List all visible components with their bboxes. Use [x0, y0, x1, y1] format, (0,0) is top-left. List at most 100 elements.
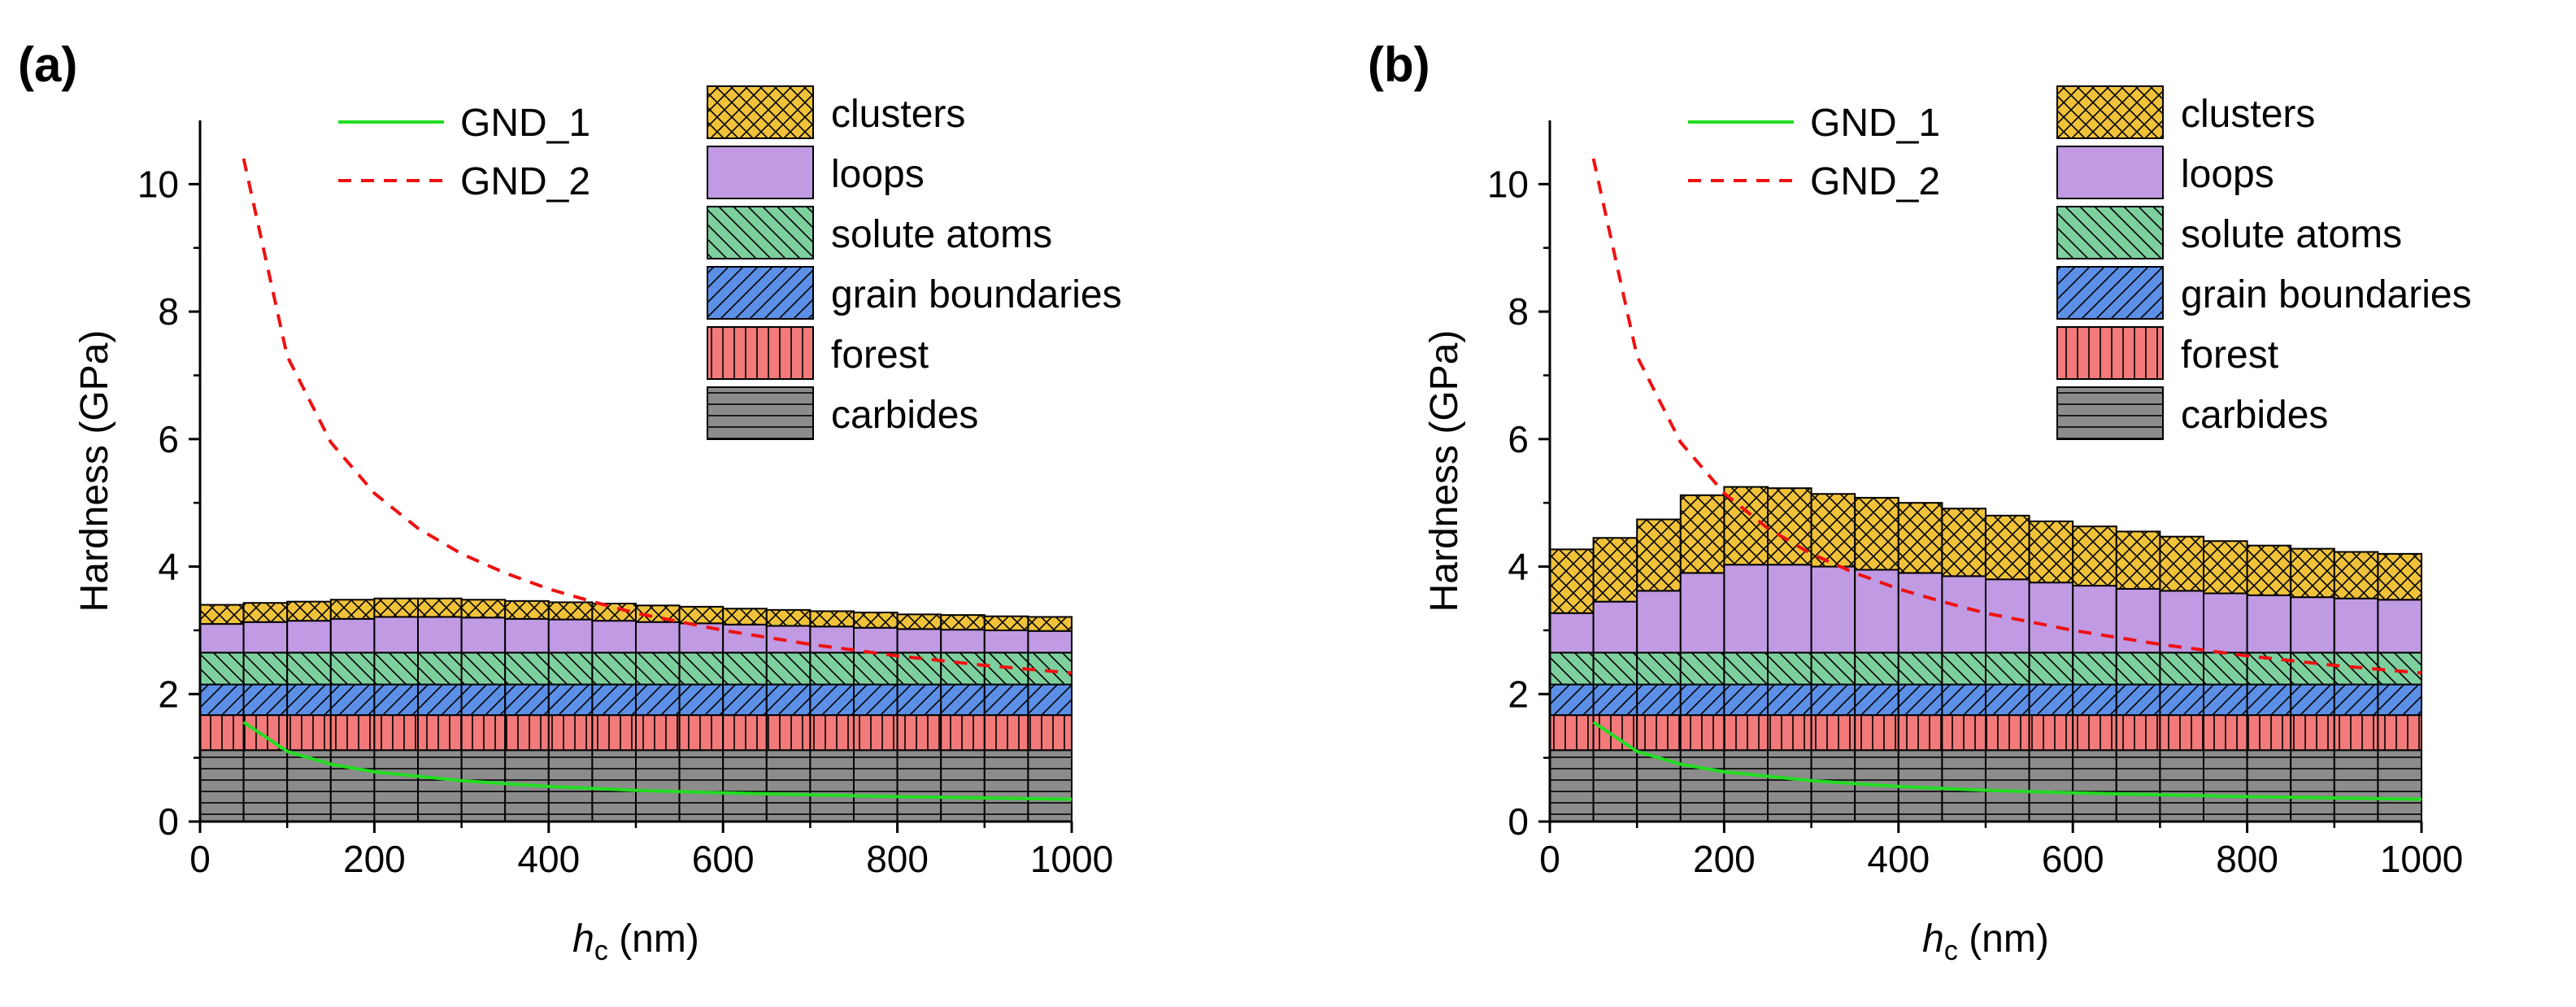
legend-label-clusters: clusters — [2181, 93, 2315, 136]
bar-forest — [1810, 714, 1856, 752]
y-tick-label: 10 — [1487, 163, 1529, 205]
bar-solute-atoms — [329, 652, 376, 686]
bar-carbides — [1549, 749, 1595, 822]
x-axis-title: hc (nm) — [1922, 918, 2049, 966]
x-axis-title: hc (nm) — [572, 918, 699, 966]
bar-clusters — [722, 608, 768, 626]
bar-grain-boundaries — [2246, 683, 2292, 717]
x-tick-label: 400 — [1867, 838, 1930, 880]
panel-label: (b) — [1368, 37, 1430, 92]
y-tick-label: 8 — [1508, 290, 1529, 333]
bar-loops — [329, 617, 376, 654]
bar-grain-boundaries — [2377, 683, 2422, 717]
bar-grain-boundaries — [1941, 683, 1986, 717]
bar-grain-boundaries — [2115, 683, 2161, 717]
bar-solute-atoms — [2377, 652, 2422, 686]
bar-forest — [940, 714, 986, 752]
bar-carbides — [1985, 749, 2030, 822]
bar-forest — [2159, 714, 2204, 752]
bar-grain-boundaries — [678, 683, 724, 717]
bar-grain-boundaries — [1985, 683, 2030, 717]
bar-forest — [591, 714, 637, 752]
bar-clusters — [678, 605, 724, 625]
bar-solute-atoms — [199, 652, 245, 686]
x-tick-label: 1000 — [1030, 838, 1113, 880]
bar-clusters — [1549, 548, 1595, 614]
bar-grain-boundaries — [896, 683, 942, 717]
bar-clusters — [983, 615, 1029, 631]
bar-loops — [2377, 599, 2422, 654]
bar-carbides — [2203, 749, 2248, 822]
bar-grain-boundaries — [286, 683, 332, 717]
bar-carbides — [591, 749, 637, 822]
bar-clusters — [2028, 520, 2074, 584]
bar-loops — [1723, 564, 1769, 654]
legend-label-gnd-1: GND_1 — [460, 102, 590, 145]
bar-loops — [1592, 600, 1638, 654]
legend-swatch-clusters — [707, 85, 814, 139]
bar-grain-boundaries — [635, 683, 681, 717]
bar-loops — [373, 616, 419, 654]
bar-forest — [1985, 714, 2030, 752]
bar-solute-atoms — [1636, 652, 1682, 686]
bar-carbides — [1723, 749, 1769, 822]
bar-carbides — [199, 749, 245, 822]
bar-grain-boundaries — [1679, 683, 1725, 717]
bar-grain-boundaries — [1636, 683, 1682, 717]
bar-forest — [1897, 714, 1943, 752]
x-tick-label: 1000 — [2380, 838, 2463, 880]
legend-swatch-solute-atoms — [2056, 206, 2164, 259]
bar-loops — [2333, 597, 2379, 654]
bar-clusters — [2333, 551, 2379, 599]
bar-grain-boundaries — [1810, 683, 1856, 717]
bar-loops — [2290, 596, 2335, 654]
bar-grain-boundaries — [809, 683, 855, 717]
x-tick-label: 600 — [2042, 838, 2104, 880]
bar-clusters — [1027, 616, 1073, 632]
x-tick-label: 0 — [1539, 838, 1560, 880]
bar-grain-boundaries — [722, 683, 768, 717]
bar-carbides — [460, 749, 507, 822]
legend-label-carbides: carbides — [831, 394, 978, 437]
bar-grain-boundaries — [2290, 683, 2335, 717]
x-axis-title-sub: c — [594, 935, 608, 966]
bar-carbides — [2246, 749, 2292, 822]
bar-carbides — [722, 749, 768, 822]
bar-carbides — [373, 749, 419, 822]
legend-swatch-solute-atoms — [707, 206, 814, 259]
x-axis-title-unit: (nm) — [608, 918, 699, 961]
line-gnd-2 — [1591, 158, 2422, 675]
bar-solute-atoms — [2115, 652, 2161, 686]
y-tick-label: 6 — [1508, 418, 1529, 460]
bar-carbides — [417, 749, 463, 822]
bar-clusters — [809, 610, 855, 628]
bar-solute-atoms — [1549, 652, 1595, 686]
bar-clusters — [1767, 487, 1812, 566]
panel-b: (b) 0 2 4 6 8 10 0 200 400 600 800 1000 hc (nm) Hardne… — [1368, 37, 2472, 966]
bar-solute-atoms — [1592, 652, 1638, 686]
bar-forest — [896, 714, 942, 752]
bar-carbides — [983, 749, 1029, 822]
bar-grain-boundaries — [591, 683, 637, 717]
bar-solute-atoms — [373, 652, 419, 686]
bar-clusters — [286, 600, 332, 622]
bar-grain-boundaries — [2203, 683, 2248, 717]
bar-loops — [242, 621, 289, 654]
bar-forest — [722, 714, 768, 752]
bar-solute-atoms — [1810, 652, 1856, 686]
bar-carbides — [2377, 749, 2422, 822]
bar-solute-atoms — [591, 652, 637, 686]
bar-forest — [853, 714, 899, 752]
bar-clusters — [1985, 514, 2030, 581]
bar-solute-atoms — [1941, 652, 1986, 686]
bar-forest — [983, 714, 1029, 752]
bar-carbides — [940, 749, 986, 822]
bar-clusters — [417, 597, 463, 618]
legend-swatch-carbides — [707, 386, 814, 440]
bar-clusters — [504, 599, 550, 620]
bar-carbides — [809, 749, 855, 822]
bar-loops — [2028, 582, 2074, 654]
legend-label-grain-boundaries: grain boundaries — [831, 273, 1122, 316]
bar-solute-atoms — [2290, 652, 2335, 686]
